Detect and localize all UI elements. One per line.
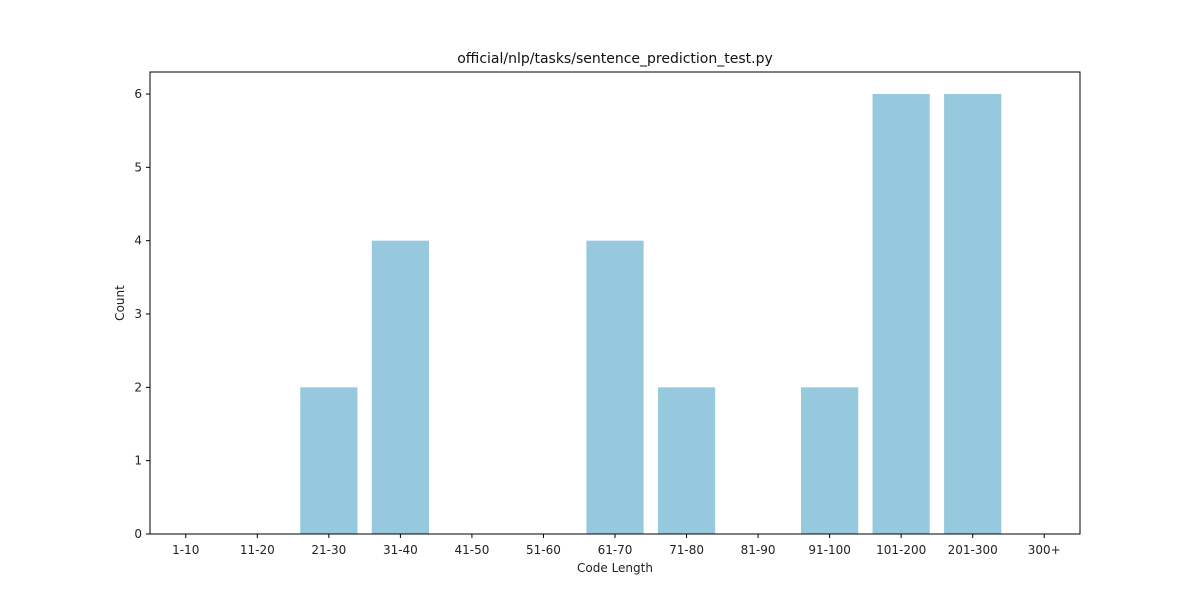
y-tick-label: 6: [134, 87, 142, 101]
x-tick-label: 81-90: [741, 543, 776, 557]
x-tick-label: 71-80: [669, 543, 704, 557]
x-tick-label: 300+: [1028, 543, 1061, 557]
y-tick-label: 3: [134, 307, 142, 321]
bar-61-70: [586, 240, 644, 534]
x-tick-label: 51-60: [526, 543, 561, 557]
x-axis-label: Code Length: [577, 561, 653, 575]
bar-31-40: [371, 240, 429, 534]
y-axis-label: Count: [113, 285, 127, 321]
x-tick-label: 1-10: [172, 543, 199, 557]
x-tick-label: 41-50: [454, 543, 489, 557]
x-tick-label: 101-200: [876, 543, 926, 557]
y-tick-label: 2: [134, 380, 142, 394]
x-tick-label: 201-300: [948, 543, 998, 557]
bar-71-80: [657, 387, 716, 534]
x-tick-label: 91-100: [808, 543, 851, 557]
chart-title: official/nlp/tasks/sentence_prediction_t…: [457, 51, 773, 67]
bar-91-100: [801, 387, 859, 534]
x-tick-label: 21-30: [311, 543, 346, 557]
x-axis: 1-10 11-20 21-30 31-40 41-50 51-60 61-70 71-80 8…: [172, 534, 1061, 557]
y-tick-label: 4: [134, 234, 142, 248]
y-tick-label: 0: [134, 527, 142, 541]
y-tick-label: 1: [134, 454, 142, 468]
x-tick-label: 61-70: [598, 543, 633, 557]
x-tick-label: 11-20: [240, 543, 275, 557]
x-tick-label: 31-40: [383, 543, 418, 557]
bar-21-30: [300, 387, 358, 534]
bar-201-300: [944, 94, 1002, 534]
y-axis: 0 1 2 3 4 5 6: [134, 87, 150, 541]
bar-101-200: [872, 94, 930, 534]
y-tick-label: 5: [134, 160, 142, 174]
bars-group: [300, 94, 1002, 534]
